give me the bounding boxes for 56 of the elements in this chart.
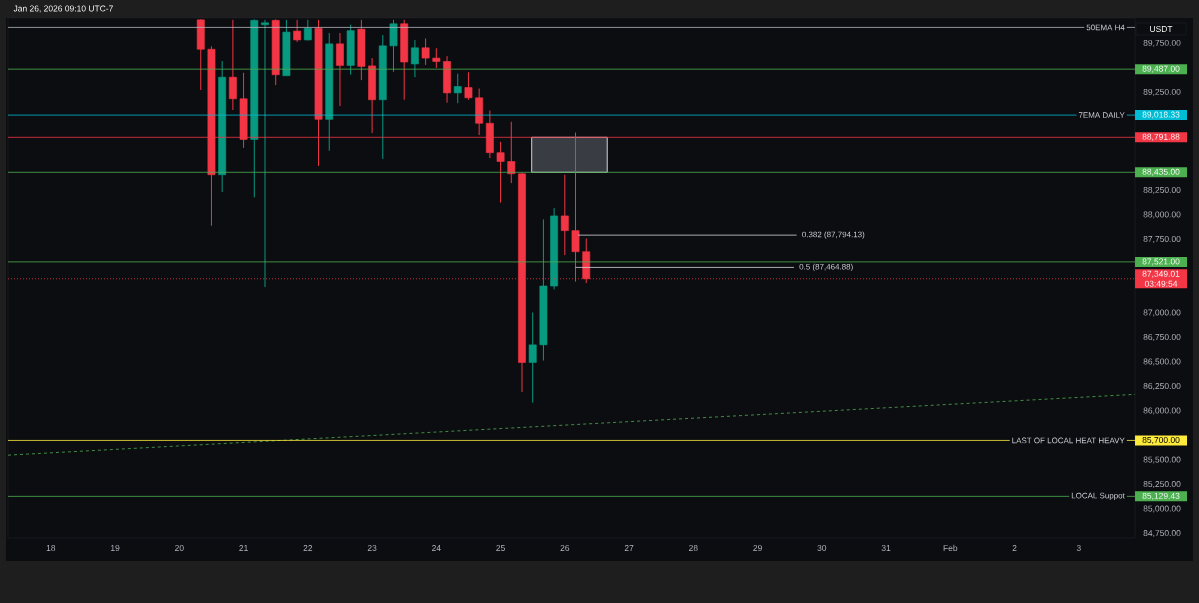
x-tick-label: 21 [239,545,248,551]
candlestick [464,71,473,101]
candlestick [496,141,505,204]
x-tick-label: Feb [943,544,958,552]
ref-line-label: 89,018.33 [1142,111,1180,119]
candlestick [336,32,344,107]
candlestick [303,19,312,41]
y-tick-label: 87,000.00 [1143,309,1181,317]
y-tick-label: 85,500.00 [1143,456,1181,464]
x-tick-label: 28 [689,544,698,551]
candlestick [261,19,269,288]
y-tick-label: 85,000.00 [1143,505,1181,513]
y-tick-label: 88,250.00 [1143,186,1181,194]
x-tick-label: 26 [560,544,570,551]
y-axis-title: USDT [1150,25,1173,32]
candlestick [389,19,398,73]
x-tick-label: 3 [1076,544,1081,551]
x-tick-label: 29 [753,544,762,551]
y-tick-label: 87,750.00 [1143,235,1181,243]
candlestick [453,73,462,104]
x-tick-label: 20 [175,544,184,551]
candlestick [228,19,237,111]
x-tick-label: 22 [303,545,313,551]
x-tick-label: 25 [496,544,505,551]
ref-line-label: 85,700.00 [1142,436,1180,444]
x-tick-label: 23 [367,544,377,551]
y-tick-label: 88,000.00 [1143,211,1181,219]
y-tick-label: 86,750.00 [1143,334,1181,341]
ref-line-label: 87,521.00 [1142,258,1180,266]
candlestick [293,19,302,43]
candlestick [411,39,419,78]
x-tick-label: 18 [46,544,56,551]
y-tick-label: 89,750.00 [1143,39,1181,47]
ref-line-label: 85,129.43 [1142,492,1180,500]
x-tick-label: 2 [1012,545,1017,551]
y-tick-label: 86,000.00 [1143,407,1181,415]
x-tick-label: 27 [624,545,634,551]
y-tick-label: 84,750.00 [1143,530,1181,538]
y-tick-label: 86,500.00 [1143,358,1181,366]
candlestick [528,311,537,404]
x-tick-label: 30 [817,544,827,551]
x-tick-label: 19 [111,544,120,551]
x-tick-label: 24 [432,545,441,551]
candlestick [432,47,441,69]
candlestick [560,174,569,256]
y-tick-label: 89,250.00 [1143,88,1181,96]
ref-line-label: 89,487.00 [1142,65,1180,73]
x-tick-label: 31 [881,544,891,551]
text: 03:49:54 [1144,280,1178,287]
text: Jan 26, 2026 09:10 UTC-7 [13,5,113,13]
y-tick-label: 85,250.00 [1143,481,1181,489]
candlestick [421,37,430,66]
ref-line-label: 88,435.00 [1142,168,1180,176]
ref-line-label: 87,349.01 [1142,270,1180,278]
ref-line-label: 88,791.88 [1142,133,1180,141]
y-tick-label: 86,250.00 [1143,383,1181,391]
